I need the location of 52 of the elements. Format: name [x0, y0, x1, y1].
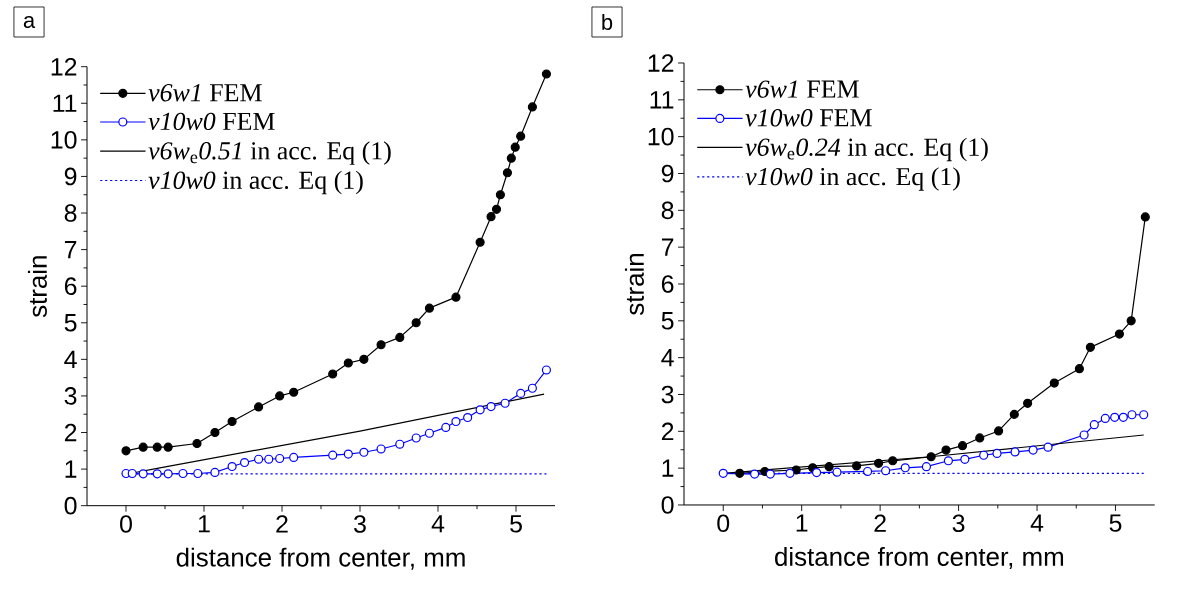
- y-tick-label: 3: [661, 385, 674, 404]
- legend-label: v10w0 FEM: [745, 109, 872, 127]
- y-tick-label: 8: [661, 201, 674, 220]
- y-tick-label: 4: [64, 350, 77, 368]
- x-tick-label: 3: [354, 515, 366, 533]
- x-tick-label: 5: [1109, 514, 1122, 532]
- legend-label: v10w0 in acc. Eq (1): [745, 167, 960, 191]
- x-tick-label: 5: [510, 515, 522, 533]
- y-tick-label: 0: [64, 496, 77, 515]
- y-tick-label: 11: [650, 91, 674, 109]
- y-axis-title: strain: [624, 254, 644, 315]
- chart-title: b: [602, 13, 613, 31]
- x-tick-label: 2: [874, 514, 886, 532]
- y-tick-label: 2: [64, 423, 77, 442]
- y-tick-label: 9: [661, 164, 674, 183]
- y-tick-label: 6: [64, 277, 77, 296]
- legend-label: v10w0 in acc. Eq (1): [148, 170, 363, 195]
- x-axis-title: distance from center, mm: [176, 547, 465, 570]
- x-tick-label: 4: [431, 515, 445, 533]
- y-tick-label: 10: [51, 131, 77, 149]
- y-tick-label: 4: [661, 349, 674, 367]
- legend-label: v10w0 FEM: [148, 112, 275, 131]
- y-tick-label: 3: [64, 387, 77, 405]
- y-axis-title: strain: [27, 256, 47, 318]
- x-tick-label: 0: [717, 514, 730, 533]
- y-tick-label: 7: [661, 238, 674, 256]
- x-tick-label: 4: [1030, 514, 1044, 532]
- x-tick-label: 3: [952, 514, 965, 533]
- legend-label: v6w$_{e}$0.51 in acc. Eq (1): [148, 141, 391, 165]
- y-tick-label: 5: [661, 312, 674, 330]
- x-tick-label: 0: [120, 515, 132, 533]
- y-tick-label: 5: [64, 314, 77, 332]
- legend-label: v6w1 FEM: [148, 84, 262, 102]
- y-tick-label: 6: [661, 275, 674, 293]
- y-tick-label: 9: [64, 167, 77, 186]
- y-tick-label: 1: [65, 460, 77, 478]
- y-tick-label: 2: [661, 422, 674, 441]
- y-tick-label: 8: [64, 204, 77, 222]
- x-tick-label: 1: [198, 515, 210, 533]
- y-tick-label: 12: [51, 57, 77, 76]
- legend-label: v6w$_{e}$0.24 in acc. Eq (1): [745, 137, 988, 162]
- legend-label: v6w1 FEM: [745, 80, 859, 98]
- y-tick-label: 1: [662, 459, 674, 477]
- x-tick-label: 1: [796, 514, 808, 532]
- y-tick-label: 11: [53, 94, 77, 112]
- x-tick-label: 2: [276, 515, 288, 533]
- y-tick-label: 10: [648, 127, 674, 146]
- chart-title: a: [23, 15, 36, 28]
- x-axis-title: distance from center, mm: [775, 546, 1064, 570]
- y-tick-label: 7: [64, 241, 77, 259]
- y-tick-label: 0: [661, 496, 674, 514]
- y-tick-label: 12: [648, 54, 674, 72]
